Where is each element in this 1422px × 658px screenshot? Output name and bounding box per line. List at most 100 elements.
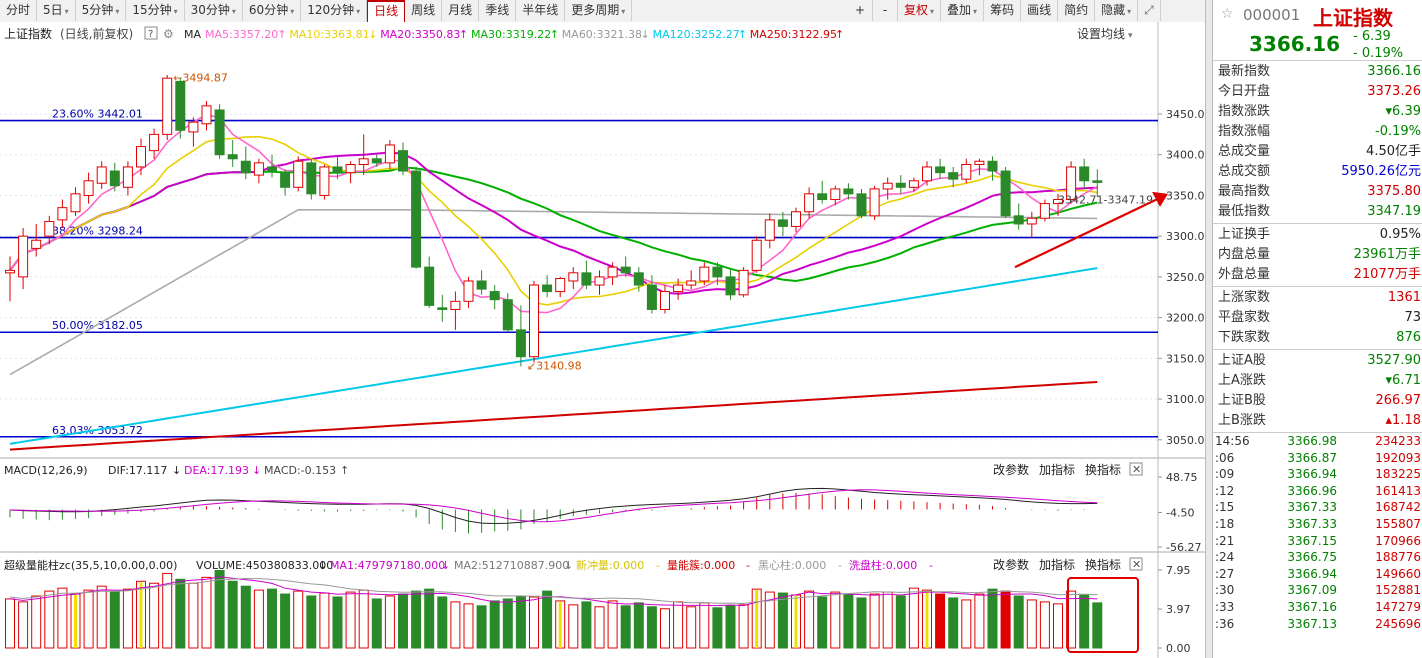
volume-marker bbox=[74, 595, 77, 648]
volume-bar bbox=[345, 591, 356, 649]
candle-body bbox=[699, 266, 710, 282]
tick-price: 3367.09 bbox=[1287, 583, 1337, 598]
ma-settings-button[interactable]: 设置均线 bbox=[1077, 27, 1125, 41]
tick-time: :09 bbox=[1215, 467, 1235, 482]
period-tab-11[interactable]: 半年线 bbox=[516, 0, 566, 21]
help-icon: ? bbox=[148, 29, 153, 40]
tick-row: :33 3367.16 147279 bbox=[1213, 599, 1422, 616]
candle-body bbox=[791, 211, 801, 227]
chevron-down-icon: ▾ bbox=[115, 7, 120, 16]
period-tab-9[interactable]: 月线 bbox=[442, 0, 480, 21]
tick-time: :36 bbox=[1215, 616, 1235, 631]
candle-body bbox=[856, 193, 867, 217]
period-tab-3[interactable]: 15分钟 ▾ bbox=[126, 0, 185, 21]
volume-ma2: MA2:512710887.900 bbox=[454, 559, 569, 572]
tool-button-3[interactable]: 叠加 ▾ bbox=[941, 0, 985, 21]
tool-button-2[interactable]: 复权 ▾ bbox=[898, 0, 942, 21]
period-tab-0[interactable]: 分时 bbox=[0, 0, 38, 21]
y-tick-label: 3350.00 bbox=[1166, 189, 1205, 202]
tool-button-7[interactable]: 隐藏 ▾ bbox=[1095, 0, 1139, 21]
candle-body bbox=[214, 109, 225, 156]
candle-body bbox=[568, 272, 579, 282]
tool-button-0[interactable]: + bbox=[848, 0, 873, 21]
star-icon[interactable]: ☆ bbox=[1221, 6, 1234, 22]
macd-y-label: 48.75 bbox=[1166, 471, 1198, 484]
period-tab-7[interactable]: 日线 bbox=[367, 0, 406, 23]
tool-button-1[interactable]: - bbox=[873, 0, 898, 21]
candle-body bbox=[424, 266, 435, 306]
tool-button-5[interactable]: 画线 bbox=[1021, 0, 1059, 21]
chevron-down-icon: ▾ bbox=[1128, 31, 1133, 41]
period-tab-2[interactable]: 5分钟 ▾ bbox=[76, 0, 127, 21]
quote-row-label: 上B涨跌 bbox=[1218, 413, 1266, 428]
volume-button-1[interactable]: 加指标 bbox=[1039, 557, 1075, 572]
chevron-down-icon: ▾ bbox=[64, 7, 69, 16]
period-tab-4[interactable]: 30分钟 ▾ bbox=[185, 0, 243, 21]
period-tab-8[interactable]: 周线 bbox=[405, 0, 443, 21]
quote-row-value: 1361 bbox=[1387, 290, 1421, 305]
candle-body bbox=[1079, 166, 1090, 182]
macd-close-button[interactable] bbox=[1129, 462, 1143, 476]
volume-close-button[interactable] bbox=[1129, 557, 1143, 571]
volume-bar bbox=[777, 592, 788, 649]
tool-button-4[interactable]: 筹码 bbox=[984, 0, 1022, 21]
macd-y-label: -56.27 bbox=[1166, 541, 1201, 554]
period-tab-6[interactable]: 120分钟 ▾ bbox=[301, 0, 368, 21]
candle-body bbox=[358, 158, 369, 166]
candle-body bbox=[830, 188, 841, 201]
volume-bar bbox=[620, 605, 631, 649]
high-label: ←3494.87 bbox=[173, 71, 228, 84]
candle-body bbox=[843, 188, 854, 195]
candle-body bbox=[411, 170, 422, 268]
period-tab-5[interactable]: 60分钟 ▾ bbox=[243, 0, 302, 21]
y-tick-label: 3150.00 bbox=[1166, 352, 1205, 365]
quote-row: 上证B股 266.97 bbox=[1213, 391, 1422, 411]
tick-volume: 161413 bbox=[1375, 483, 1421, 498]
quote-row: 上B涨跌 ▴1.18 bbox=[1213, 411, 1422, 431]
tick-price: 3367.13 bbox=[1287, 616, 1337, 631]
volume-marker bbox=[794, 596, 798, 648]
volume-bar bbox=[948, 597, 959, 649]
volume-bar bbox=[214, 569, 225, 649]
candle-body bbox=[306, 162, 317, 195]
candle-body bbox=[712, 266, 723, 278]
candle-body bbox=[44, 221, 55, 237]
volume-marker bbox=[925, 591, 929, 648]
tick-price: 3366.87 bbox=[1287, 450, 1337, 465]
period-tab-1[interactable]: 5日 ▾ bbox=[37, 0, 76, 21]
tick-row: 14:56 3366.98 234233 bbox=[1213, 433, 1422, 450]
period-tab-12[interactable]: 更多周期 ▾ bbox=[565, 0, 633, 21]
candle-body bbox=[280, 172, 291, 188]
candle-body bbox=[450, 300, 461, 310]
candle-body bbox=[1053, 199, 1063, 205]
quote-row: 最低指数 3347.19 bbox=[1213, 202, 1422, 222]
macd-button-2[interactable]: 换指标 bbox=[1085, 462, 1121, 477]
macd-button-1[interactable]: 加指标 bbox=[1039, 462, 1075, 477]
stock-name: 上证指数 bbox=[1313, 6, 1393, 30]
candle-body bbox=[384, 144, 395, 164]
y-tick-label: 3100.00 bbox=[1166, 393, 1205, 406]
quote-row-value: 3373.26 bbox=[1367, 84, 1421, 99]
volume-button-2[interactable]: 换指标 bbox=[1085, 557, 1121, 572]
volume-bar bbox=[31, 595, 42, 649]
expand-icon[interactable]: ⤢ bbox=[1138, 0, 1161, 21]
candle-body bbox=[57, 207, 68, 221]
quote-row: 平盘家数 73 bbox=[1213, 308, 1422, 328]
volume-bar bbox=[660, 608, 670, 649]
candle-body bbox=[489, 291, 500, 301]
tick-price: 3366.96 bbox=[1287, 483, 1337, 498]
volume-button-0[interactable]: 改参数 bbox=[993, 557, 1029, 572]
volume-bar bbox=[332, 596, 343, 649]
volume-y-label: 3.97 bbox=[1166, 603, 1191, 616]
gear-icon: ⚙ bbox=[163, 27, 174, 41]
candle-body bbox=[398, 150, 408, 172]
tool-button-6[interactable]: 简约 bbox=[1058, 0, 1096, 21]
quote-row: 上证A股 3527.90 bbox=[1213, 351, 1422, 371]
macd-button-0[interactable]: 改参数 bbox=[993, 462, 1029, 477]
candle-body bbox=[751, 239, 762, 271]
quote-row-value: 73 bbox=[1404, 310, 1421, 325]
price-change: - 6.39 - 0.19% bbox=[1353, 28, 1403, 62]
period-tab-label: 季线 bbox=[485, 3, 510, 17]
period-tab-10[interactable]: 季线 bbox=[479, 0, 517, 21]
panel-splitter[interactable] bbox=[1205, 0, 1213, 658]
